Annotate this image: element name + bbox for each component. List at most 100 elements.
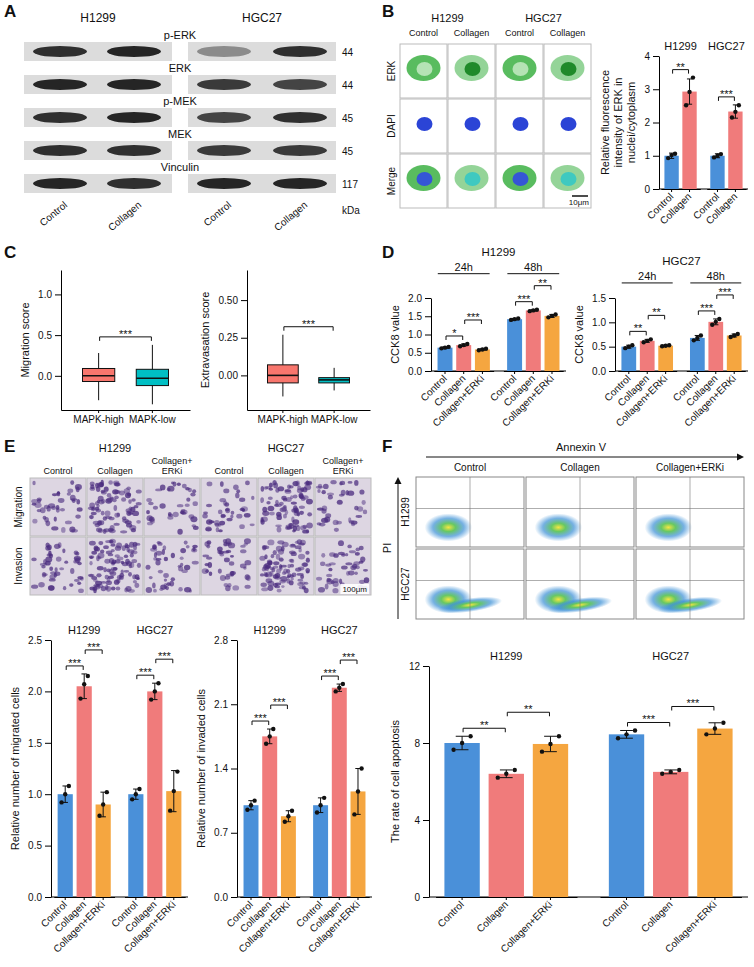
stained-cell	[279, 580, 286, 584]
band	[273, 112, 327, 123]
stained-cell	[359, 489, 364, 494]
stained-cell	[109, 517, 115, 521]
stained-cell	[286, 578, 290, 583]
stained-cell	[192, 489, 196, 493]
stained-cell	[293, 495, 298, 499]
stained-cell	[157, 542, 162, 546]
y-tick: 3	[644, 84, 659, 95]
y-tick: 0.0	[214, 892, 237, 903]
stained-cell	[307, 512, 312, 516]
quadrant-line	[690, 477, 691, 547]
stained-cell	[49, 566, 53, 571]
stained-cell	[121, 497, 126, 501]
stained-cell	[361, 500, 365, 505]
condition-label: Collagen	[97, 466, 133, 476]
y-tick-label: 0.0	[28, 892, 42, 903]
y-axis-line	[615, 299, 616, 372]
stained-cell	[105, 540, 112, 543]
stained-cell	[159, 503, 165, 509]
channel-label: Merge	[386, 166, 397, 195]
stained-cell	[114, 523, 120, 526]
stained-cell	[220, 481, 224, 487]
row-label: ERK	[169, 62, 192, 74]
x-tick-mark	[334, 410, 335, 413]
data-point	[334, 689, 338, 693]
stained-cell	[76, 499, 80, 504]
stained-cell	[306, 523, 313, 529]
y-tick-label: 0.5	[592, 341, 606, 352]
condition-label: Control	[409, 28, 438, 38]
y-tick-label: 1.0	[28, 789, 42, 800]
bar	[708, 322, 723, 371]
stained-cell	[243, 566, 246, 569]
stained-cell	[74, 550, 79, 554]
stained-cell	[111, 567, 118, 571]
stained-cell	[239, 498, 245, 503]
data-point	[633, 728, 637, 732]
stained-cell	[95, 584, 101, 589]
data-point	[446, 345, 450, 349]
stained-cell	[100, 550, 104, 554]
median	[136, 377, 168, 379]
data-point	[516, 316, 520, 320]
stained-cell	[214, 520, 220, 526]
data-point	[468, 734, 472, 738]
significance-label: ***	[119, 328, 133, 340]
axis-title-line: Extravasation score	[199, 292, 211, 389]
stained-cell	[244, 585, 250, 589]
data-point	[669, 770, 673, 774]
group-label: HGC27	[708, 40, 745, 52]
kda-label: 117	[342, 179, 358, 190]
y-tick-mark	[653, 156, 659, 157]
stained-cell	[269, 512, 275, 516]
stained-cell	[223, 583, 228, 587]
stained-cell	[163, 573, 169, 578]
data-point	[548, 742, 552, 746]
stained-cell	[64, 560, 68, 563]
x-axis: ControlCollagenCollagen+ERKi	[294, 897, 370, 955]
chart: 04812The rate of cell apoptosisControlCo…	[389, 650, 748, 955]
stained-cell	[133, 580, 137, 584]
stained-cell	[104, 487, 109, 492]
stained-cell	[190, 492, 195, 496]
stained-cell	[67, 488, 73, 492]
stained-cell	[338, 540, 344, 546]
x-axis: ControlCollagen	[691, 189, 747, 226]
stained-cell	[339, 579, 342, 585]
x-axis: ControlCollagenCollagen+ERKi	[435, 897, 577, 955]
stained-cell	[283, 513, 287, 518]
y-tick-mark	[653, 189, 659, 190]
stained-cell	[108, 480, 113, 485]
stained-cell	[115, 554, 120, 558]
x-axis: MAPK-highMAPK-low	[248, 410, 371, 425]
significance-label: **	[676, 61, 685, 73]
stained-cell	[184, 565, 190, 570]
axis-title: Annexin V	[556, 441, 607, 453]
panel-b-images: H1299HGC27ControlCollagenControlCollagen…	[386, 12, 591, 208]
data-point	[359, 766, 363, 770]
stained-cell	[60, 508, 65, 512]
y-axis-line	[429, 667, 430, 898]
nucleus	[417, 62, 433, 76]
stained-cell	[131, 498, 136, 502]
axis-title-line: The rate of cell apoptosis	[389, 720, 401, 843]
significance-label: ***	[518, 293, 532, 305]
significance-label: ***	[720, 88, 734, 100]
data-point	[86, 674, 90, 678]
stained-cell	[128, 512, 133, 515]
kda-label: 44	[342, 80, 354, 91]
y-axis: 0.00.51.0	[38, 271, 61, 411]
data-point	[322, 796, 326, 800]
error-bar	[133, 789, 138, 799]
bar	[58, 794, 73, 897]
stained-cell	[128, 589, 135, 593]
stained-cell	[116, 543, 122, 549]
stained-cell	[317, 489, 320, 493]
y-axis-line	[659, 57, 660, 190]
condition-label-line: Collagen	[268, 466, 304, 476]
stained-cell	[111, 587, 116, 591]
data-point	[318, 803, 322, 807]
stained-cell	[146, 587, 152, 593]
micrograph	[258, 478, 314, 536]
data-point	[271, 727, 275, 731]
